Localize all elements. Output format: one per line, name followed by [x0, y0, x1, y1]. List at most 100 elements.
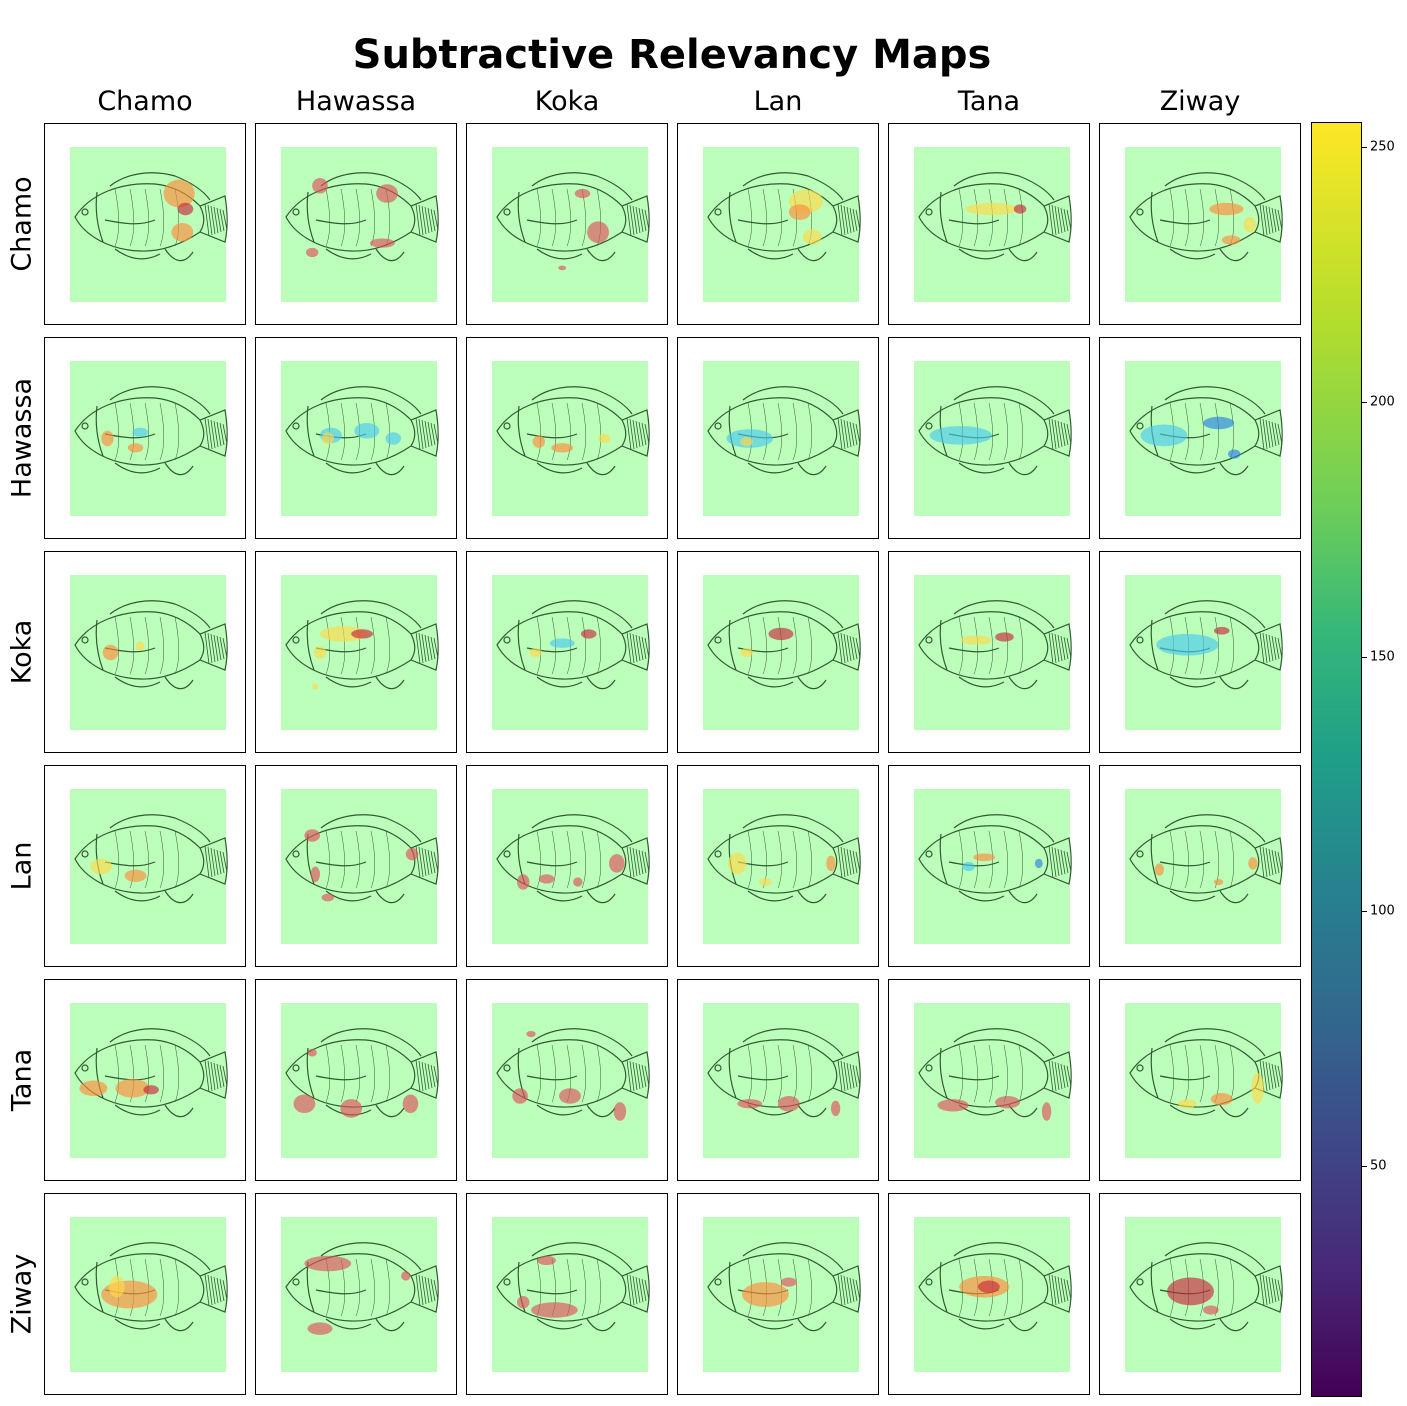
relevancy-region [1209, 202, 1244, 216]
relevancy-region [740, 647, 753, 658]
relevancy-cell [1099, 765, 1301, 967]
relevancy-region [401, 1271, 411, 1281]
relevancy-region [512, 1088, 528, 1104]
relevancy-region [826, 855, 836, 872]
relevancy-region [777, 1096, 800, 1112]
fish-drawing [74, 386, 228, 476]
relevancy-region [742, 1282, 789, 1307]
relevancy-region [115, 1078, 150, 1098]
relevancy-region [1154, 863, 1164, 876]
relevancy-cell [255, 551, 457, 753]
relevancy-region [1248, 857, 1258, 870]
row-label: Hawassa [6, 377, 38, 499]
fish-drawing [918, 1242, 1072, 1332]
relevancy-region [531, 1302, 578, 1318]
relevancy-region [587, 221, 609, 244]
relevancy-region [304, 1255, 352, 1272]
relevancy-region [558, 265, 567, 271]
fish-drawing [918, 172, 1072, 262]
relevancy-region [759, 878, 772, 886]
colorbar-tick [1361, 402, 1367, 404]
relevancy-cell [255, 337, 457, 539]
relevancy-region [1221, 235, 1241, 245]
relevancy-region [1041, 1102, 1052, 1121]
relevancy-cell [44, 979, 246, 1181]
relevancy-cell [44, 337, 246, 539]
relevancy-region [549, 638, 575, 648]
relevancy-region [537, 1255, 556, 1266]
relevancy-region [929, 426, 992, 445]
relevancy-cell [255, 979, 457, 1181]
relevancy-region [163, 179, 195, 208]
relevancy-region [132, 427, 148, 437]
relevancy-region [1243, 216, 1257, 233]
relevancy-region [1178, 1099, 1197, 1109]
relevancy-region [304, 829, 320, 842]
relevancy-region [307, 1322, 333, 1335]
relevancy-region [1140, 424, 1188, 447]
relevancy-region [312, 683, 319, 690]
relevancy-region [305, 247, 319, 258]
relevancy-cell [44, 1193, 246, 1395]
fish-drawing [918, 600, 1072, 690]
chart-title: Subtractive Relevancy Maps [352, 32, 992, 78]
relevancy-region [171, 222, 194, 242]
colorbar-tick-label: 250 [1370, 139, 1395, 155]
row-label: Lan [6, 841, 38, 891]
relevancy-region [526, 1030, 536, 1038]
relevancy-region [937, 1099, 969, 1112]
relevancy-cell [255, 765, 457, 967]
relevancy-region [376, 184, 398, 203]
relevancy-region [1210, 1092, 1233, 1106]
relevancy-cell [888, 123, 1090, 325]
colorbar-tick [1361, 147, 1367, 149]
relevancy-region [405, 847, 419, 861]
relevancy-region [1203, 1305, 1219, 1315]
fish-drawing [1129, 600, 1283, 690]
relevancy-region [312, 178, 328, 194]
relevancy-region [143, 1085, 159, 1095]
relevancy-cell [466, 979, 668, 1181]
relevancy-cell [44, 551, 246, 753]
relevancy-region [1213, 626, 1230, 635]
relevancy-cell [1099, 337, 1301, 539]
relevancy-region [609, 854, 625, 873]
fish-drawing [1129, 814, 1283, 904]
relevancy-region [321, 432, 335, 445]
relevancy-cell [888, 551, 1090, 753]
relevancy-cell [677, 123, 879, 325]
relevancy-region [1251, 1072, 1264, 1104]
relevancy-cell [255, 123, 457, 325]
relevancy-cell [466, 123, 668, 325]
relevancy-cell [466, 337, 668, 539]
relevancy-region [532, 435, 546, 448]
relevancy-region [79, 1080, 108, 1096]
relevancy-region [965, 202, 1019, 216]
relevancy-region [737, 1099, 763, 1109]
relevancy-region [995, 1096, 1021, 1109]
fish-drawing [707, 600, 861, 690]
column-label: Koka [534, 86, 600, 117]
colorbar-tick-label: 200 [1370, 394, 1395, 410]
relevancy-region [788, 204, 811, 220]
relevancy-region [101, 430, 114, 447]
relevancy-region [102, 644, 119, 661]
row-label: Koka [6, 619, 38, 685]
relevancy-region [529, 647, 542, 658]
column-label: Hawassa [295, 86, 417, 117]
colorbar-tick-label: 100 [1370, 903, 1395, 919]
relevancy-region [351, 629, 374, 639]
fish-drawing [1129, 1242, 1283, 1332]
relevancy-cell [1099, 551, 1301, 753]
relevancy-region [740, 436, 753, 447]
relevancy-region [1167, 1277, 1214, 1306]
relevancy-cell [1099, 979, 1301, 1181]
column-label: Chamo [97, 86, 193, 117]
fish-drawing [918, 1028, 1072, 1118]
fish-drawing [496, 1242, 650, 1332]
relevancy-cell [677, 551, 879, 753]
relevancy-region [781, 1277, 797, 1287]
relevancy-cell [677, 1193, 879, 1395]
column-label: Lan [753, 86, 803, 117]
relevancy-region [551, 443, 574, 453]
